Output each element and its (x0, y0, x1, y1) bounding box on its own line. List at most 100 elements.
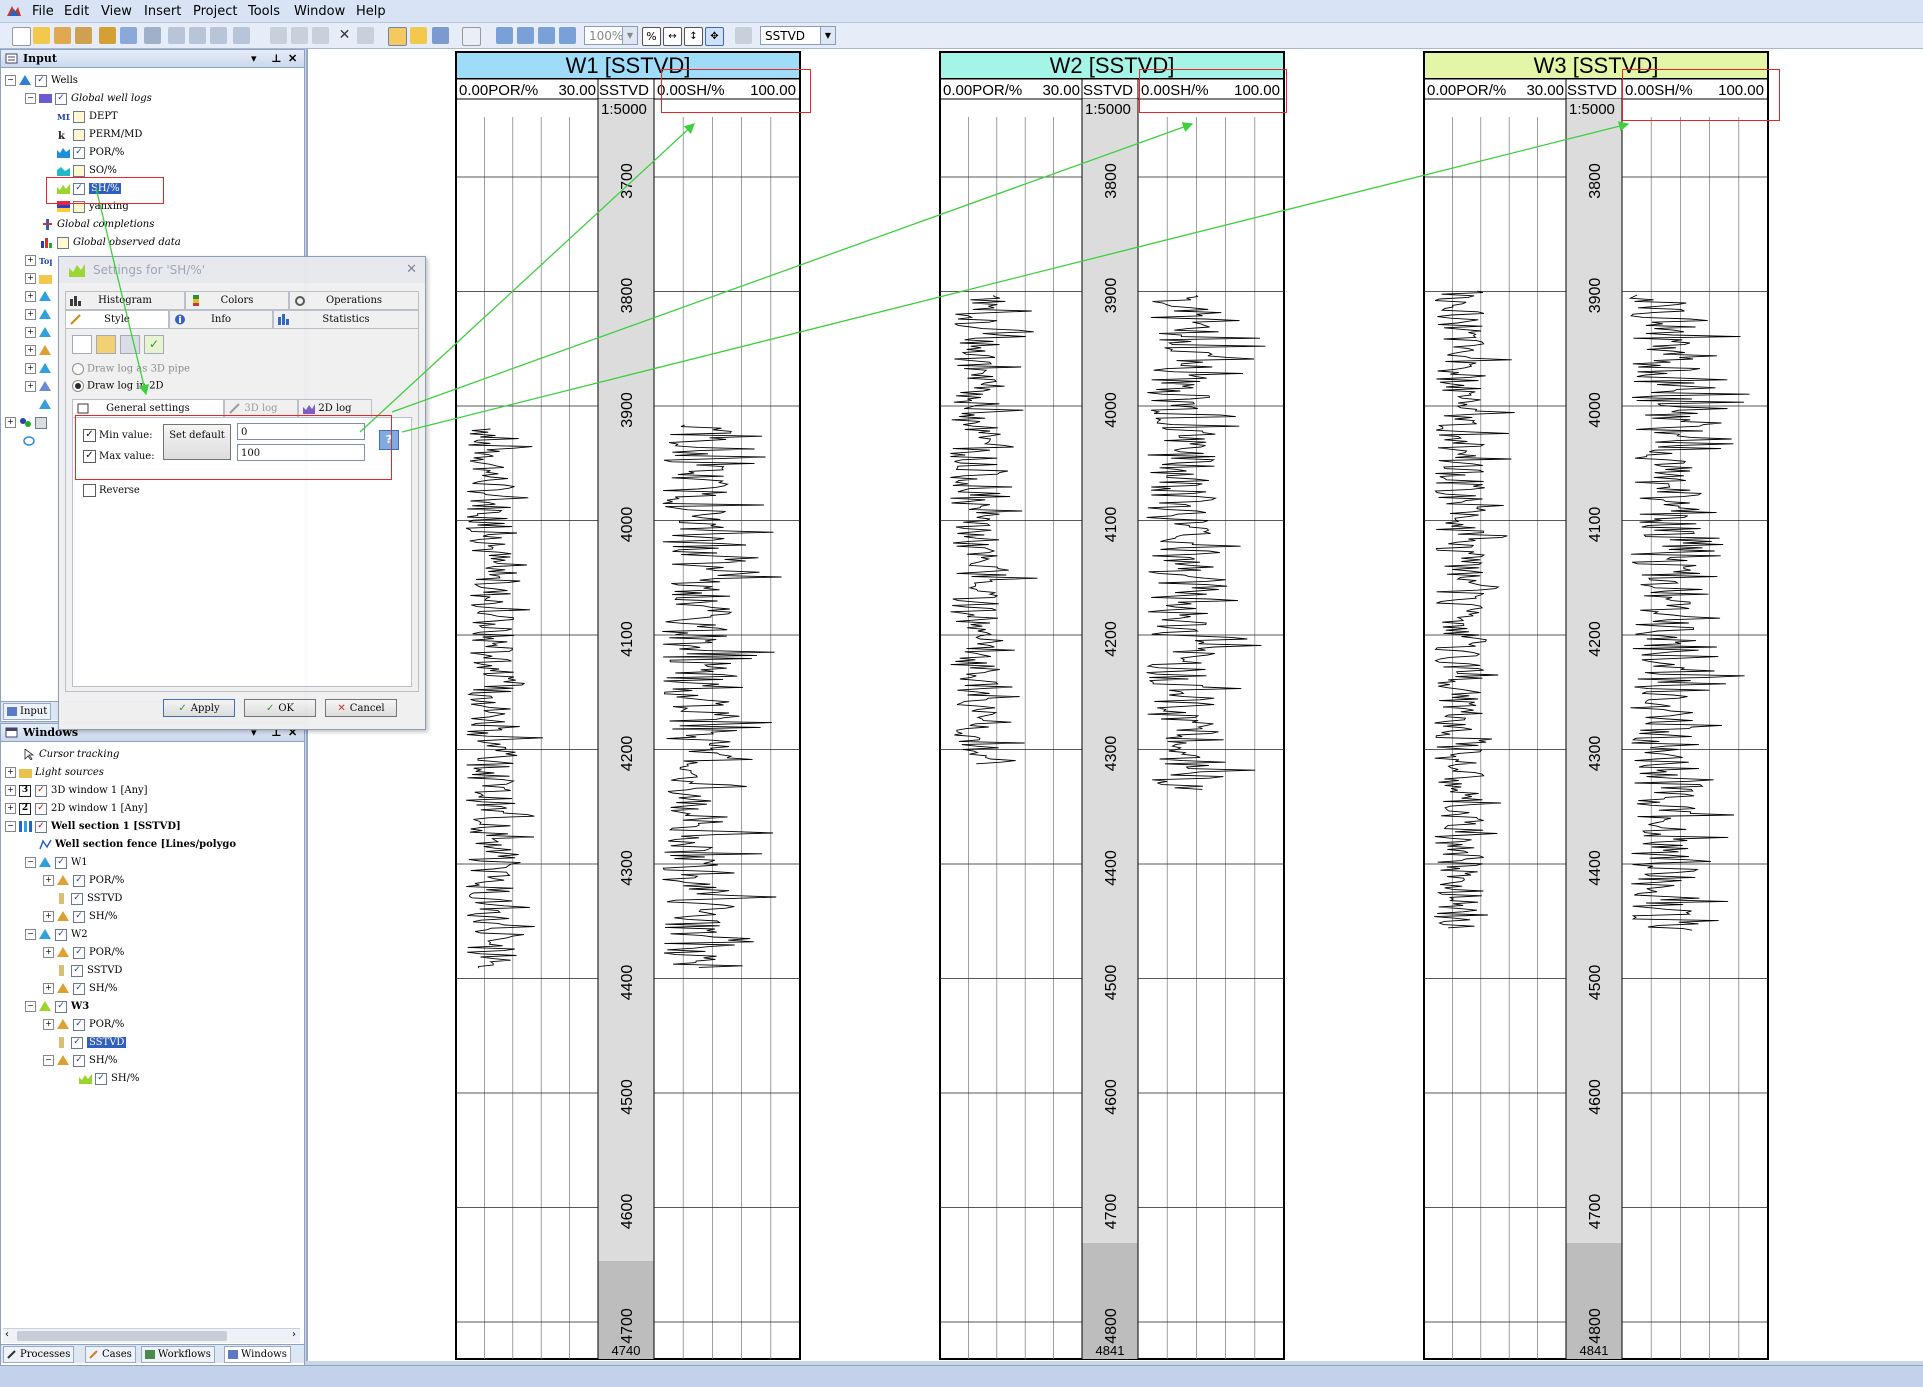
collapse-icon[interactable]: − (25, 857, 36, 868)
expand-icon[interactable]: + (25, 327, 36, 338)
redo-icon[interactable] (189, 27, 206, 44)
checkbox[interactable] (73, 110, 85, 123)
menu-window[interactable]: Window (294, 4, 346, 19)
paste-icon[interactable] (312, 27, 329, 44)
select-mode-icon[interactable] (388, 27, 407, 46)
tree-item-w3[interactable]: − ✓ W3 (25, 999, 89, 1014)
pointer-icon[interactable] (735, 27, 752, 44)
checkbox[interactable]: ✓ (55, 92, 67, 105)
apply-button[interactable]: ✓ Apply (163, 699, 235, 717)
checkbox[interactable]: ✓ (73, 146, 85, 159)
menu-project[interactable]: Project (193, 4, 238, 19)
tree-item-w3-por[interactable]: + ✓ POR/% (43, 1017, 124, 1032)
tab-processes[interactable]: Processes (3, 1346, 75, 1363)
expand-icon[interactable]: + (25, 291, 36, 302)
collapse-icon[interactable]: − (43, 1055, 54, 1066)
cancel-button[interactable]: ✕ Cancel (325, 699, 397, 717)
tree-item-hidden-11[interactable] (23, 433, 39, 448)
checkbox[interactable]: ✓ (95, 1072, 107, 1085)
fit-all-icon[interactable]: ✥ (705, 27, 724, 46)
fit-height-icon[interactable]: ↕ (684, 27, 703, 46)
tree-item-fence[interactable]: Well section fence [Lines/polygo (39, 837, 236, 852)
expand-icon[interactable]: + (25, 255, 36, 266)
open-project-icon[interactable] (54, 27, 71, 44)
checkbox[interactable]: ✓ (55, 928, 67, 941)
checkbox[interactable]: ✓ (73, 982, 85, 995)
expand-icon[interactable]: + (43, 1019, 54, 1030)
tree-item-w2[interactable]: − ✓ W2 (25, 927, 88, 942)
tree-item-w2-por[interactable]: + ✓ POR/% (43, 945, 124, 960)
tree-item-hidden-6[interactable]: + (25, 343, 55, 358)
radio-icon[interactable] (72, 363, 84, 375)
checkbox[interactable] (83, 484, 96, 497)
menu-help[interactable]: Help (356, 4, 386, 19)
tree-item-3d-window[interactable]: +3 ✓ 3D window 1 [Any] (5, 783, 148, 798)
expand-icon[interactable]: + (5, 785, 16, 796)
zoom-select[interactable]: 100% ▼ (584, 26, 638, 45)
tree-item-light-sources[interactable]: + Light sources (5, 765, 104, 780)
new-style-icon[interactable] (72, 335, 92, 354)
tree-item-global-observed-data[interactable]: Global observed data (41, 235, 181, 250)
radio-3d-pipe[interactable]: Draw log as 3D pipe (72, 363, 190, 375)
tree-item-cursor-tracking[interactable]: Cursor tracking (23, 747, 119, 762)
export-icon[interactable] (120, 27, 137, 44)
close-icon[interactable]: ✕ (288, 726, 298, 739)
scroll-left-icon[interactable]: ‹ (5, 1329, 9, 1340)
checkbox[interactable]: ✓ (73, 910, 85, 923)
tree-item-2d-window[interactable]: +2 ✓ 2D window 1 [Any] (5, 801, 148, 816)
cut-icon[interactable] (270, 27, 287, 44)
tree-item-so[interactable]: SO/% (57, 163, 117, 178)
checkbox[interactable]: ✓ (35, 74, 47, 87)
expand-icon[interactable]: + (5, 767, 16, 778)
find-icon[interactable] (357, 27, 374, 44)
tree-item-wells[interactable]: − ✓ Wells (5, 73, 78, 88)
refresh-icon[interactable] (210, 27, 227, 44)
tab-input[interactable]: Input (3, 703, 52, 720)
tree-item-hidden-9[interactable]: + (25, 397, 55, 412)
tab-windows[interactable]: Windows (224, 1346, 291, 1363)
fit-width-icon[interactable]: ↔ (663, 27, 682, 46)
checkbox[interactable]: ✓ (71, 964, 83, 977)
tree-item-w3-sstvd[interactable]: ✓ SSTVD (55, 1035, 127, 1050)
tree-item-hidden-7[interactable]: + (25, 361, 55, 376)
tree-item-w1-por[interactable]: + ✓ POR/% (43, 873, 124, 888)
pin-icon[interactable]: ⊥ (271, 52, 282, 65)
save-icon[interactable] (99, 27, 116, 44)
collapse-icon[interactable]: − (25, 929, 36, 940)
open-folder-icon[interactable] (33, 27, 50, 44)
menu-view[interactable]: View (101, 4, 132, 19)
radio-icon[interactable] (72, 380, 84, 392)
menu-insert[interactable]: Insert (144, 4, 182, 19)
ok-button[interactable]: ✓ OK (244, 699, 316, 717)
collapse-icon[interactable]: − (5, 821, 16, 832)
new-file-icon[interactable] (12, 27, 31, 46)
tab-colors[interactable]: Colors (185, 291, 289, 310)
tree-item-hidden-4[interactable]: + (25, 307, 55, 322)
expand-icon[interactable]: + (25, 345, 36, 356)
layout-icon[interactable] (559, 27, 576, 44)
tab-workflows[interactable]: Workflows (141, 1346, 215, 1363)
scroll-right-icon[interactable]: › (292, 1329, 296, 1340)
checkbox[interactable] (35, 416, 47, 429)
max-value-input[interactable]: 100 (237, 444, 365, 461)
load-style-icon[interactable] (96, 335, 116, 354)
expand-icon[interactable]: + (5, 417, 16, 428)
folder-icon[interactable] (410, 27, 427, 44)
undo-icon[interactable] (168, 27, 185, 44)
tree-item-w3-sh[interactable]: − ✓ SH/% (43, 1053, 117, 1068)
set-default-button[interactable]: Set default (163, 424, 231, 460)
delete-icon[interactable]: ✕ (338, 27, 351, 43)
tree-item-w2-sstvd[interactable]: ✓ SSTVD (55, 963, 122, 978)
checkbox[interactable]: ✓ (73, 1054, 85, 1067)
tab-style[interactable]: Style (65, 310, 169, 329)
tree-item-hidden-10[interactable]: + (5, 415, 51, 430)
percent-icon[interactable]: % (642, 27, 661, 46)
collapse-icon[interactable]: − (25, 93, 36, 104)
menu-tools[interactable]: Tools (248, 4, 281, 19)
well-section-plot[interactable]: W1 [SSTVD]0.00POR/% 30.00 SSTVD 0.00SH/% 100… (308, 49, 1923, 1361)
expand-icon[interactable]: + (25, 273, 36, 284)
menu-edit[interactable]: Edit (64, 4, 90, 19)
expand-icon[interactable]: + (25, 309, 36, 320)
tile-icon[interactable] (517, 27, 534, 44)
expand-icon[interactable]: + (5, 803, 16, 814)
